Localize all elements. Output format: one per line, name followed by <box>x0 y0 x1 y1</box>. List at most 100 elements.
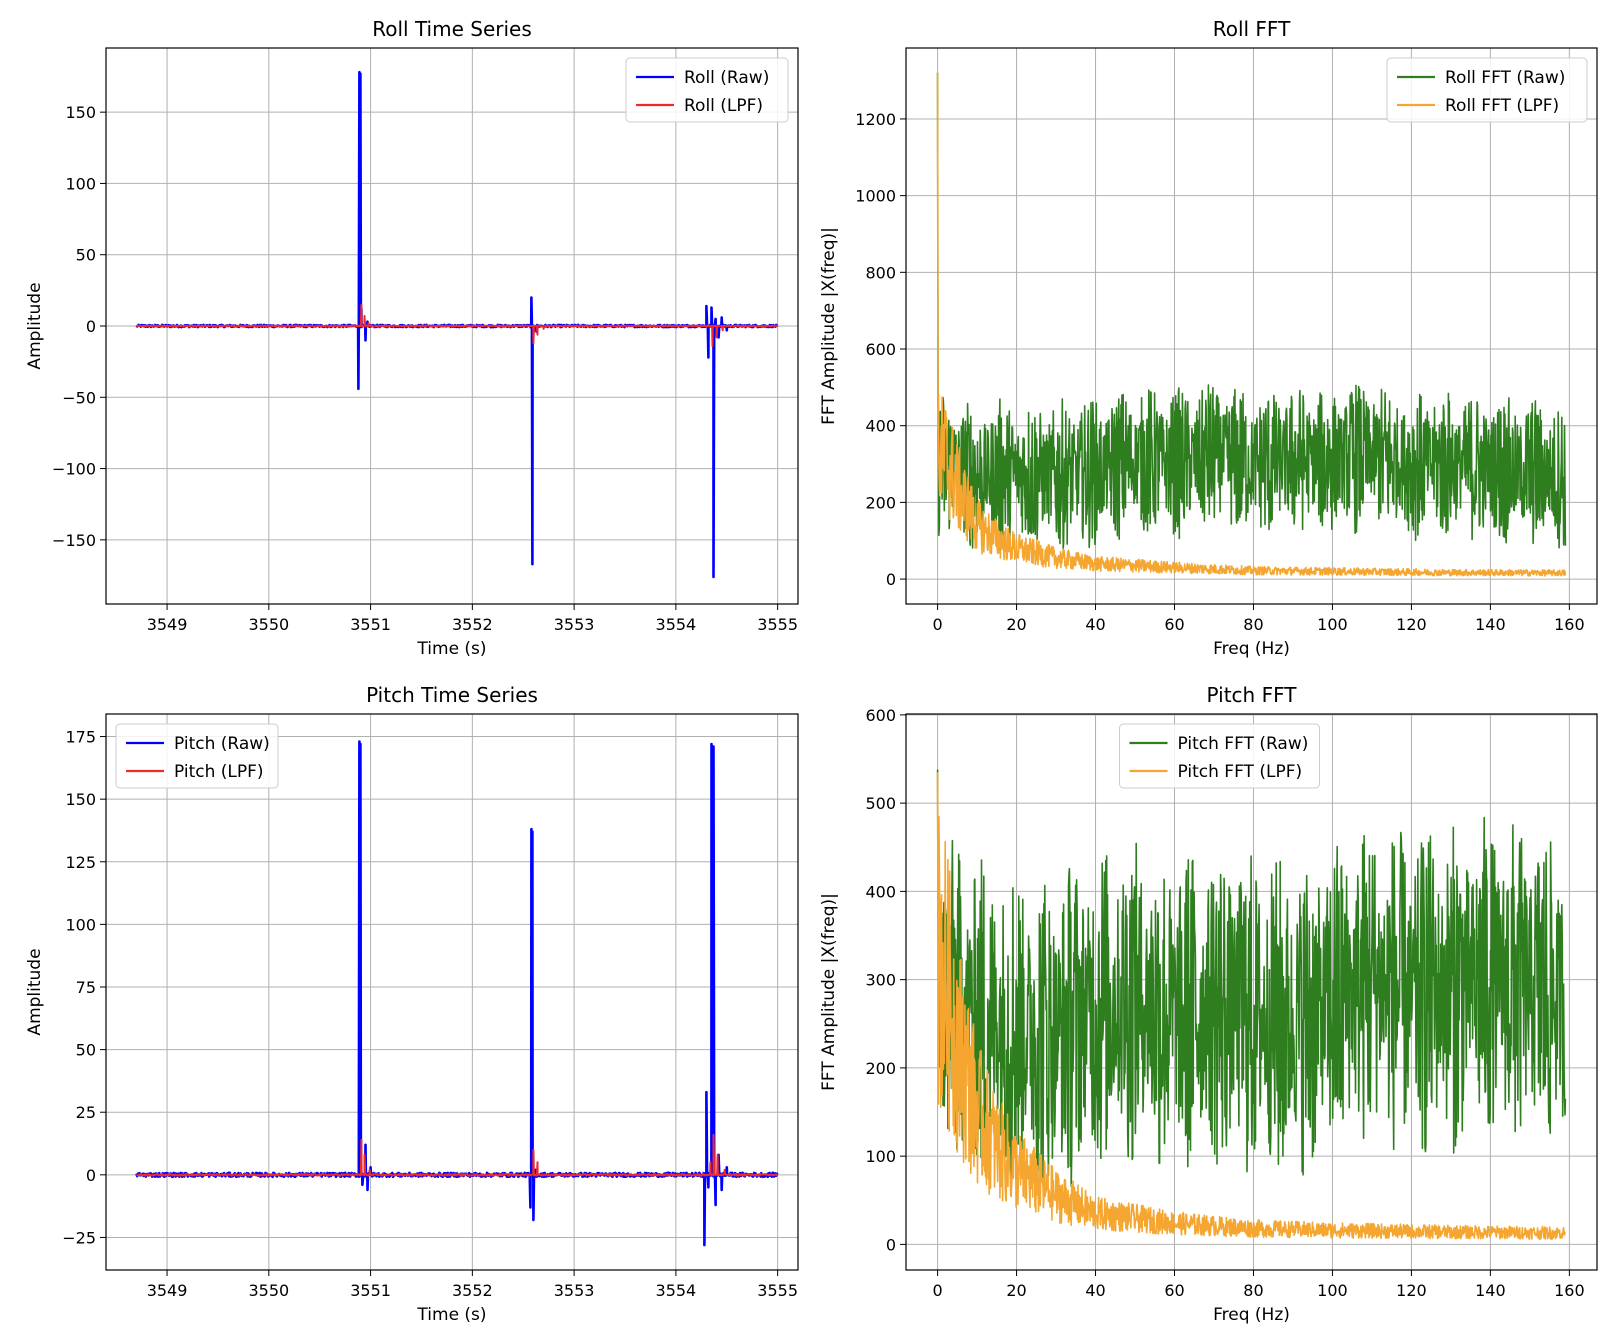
x-tick-label: 3552 <box>452 615 493 634</box>
legend: Roll (Raw) Roll (LPF) <box>625 57 789 123</box>
x-axis-label: Freq (Hz) <box>1213 1305 1290 1325</box>
y-tick-label: 500 <box>865 794 896 813</box>
y-tick-label: 200 <box>865 493 896 512</box>
y-tick-label: 125 <box>65 853 96 872</box>
y-tick-label: 175 <box>65 728 96 747</box>
x-tick-label: 80 <box>1243 1281 1263 1300</box>
x-tick-label: 3551 <box>350 615 391 634</box>
plot-area <box>135 740 779 1247</box>
x-tick-label: 3549 <box>147 1281 188 1300</box>
x-tick-label: 160 <box>1554 1281 1585 1300</box>
y-tick-label: 100 <box>865 1147 896 1166</box>
series-line-2 <box>136 1133 779 1177</box>
legend-label: Pitch FFT (LPF) <box>1178 762 1303 782</box>
y-tick-label: −100 <box>52 460 96 479</box>
chart-title: Pitch FFT <box>1207 683 1298 707</box>
x-tick-label: 80 <box>1243 615 1263 634</box>
y-tick-label: 1000 <box>855 187 896 206</box>
roll-fft-chart: 0 20 40 60 80 100 120 140 160 0 200 400 600 800 1000 12… <box>819 17 1598 659</box>
series-line-2 <box>936 772 1566 1240</box>
y-tick-label: 800 <box>865 263 896 282</box>
legend: Pitch FFT (Raw) Pitch FFT (LPF) <box>1119 723 1320 789</box>
y-tick-label: 75 <box>76 978 96 997</box>
y-tick-label: 0 <box>886 1235 896 1254</box>
y-tick-label: 300 <box>865 971 896 990</box>
x-tick-label: 120 <box>1396 1281 1427 1300</box>
x-tick-label: 0 <box>932 615 942 634</box>
x-tick-label: 40 <box>1085 615 1105 634</box>
y-tick-label: 150 <box>65 790 96 809</box>
y-tick-label: 0 <box>86 317 96 336</box>
legend-label: Pitch (LPF) <box>174 762 264 782</box>
y-tick-label: 600 <box>865 706 896 725</box>
x-tick-label: 60 <box>1164 1281 1184 1300</box>
pitch-fft-chart: 0 20 40 60 80 100 120 140 160 0 100 200 300 400 500 600… <box>819 683 1598 1325</box>
plot-area <box>936 769 1567 1240</box>
plot-area <box>936 72 1567 577</box>
series-line-1 <box>936 72 1567 550</box>
chart-title: Roll Time Series <box>372 17 532 41</box>
legend: Roll FFT (Raw) Roll FFT (LPF) <box>1386 57 1588 123</box>
y-tick-label: 1200 <box>855 110 896 129</box>
y-tick-label: 50 <box>76 246 96 265</box>
legend: Pitch (Raw) Pitch (LPF) <box>115 723 279 789</box>
y-tick-label: 0 <box>886 570 896 589</box>
y-tick-label: 150 <box>65 103 96 122</box>
series-line-1 <box>135 740 779 1247</box>
series-line-1 <box>135 70 779 579</box>
x-tick-label: 3554 <box>656 1281 697 1300</box>
y-tick-label: 600 <box>865 340 896 359</box>
x-tick-label: 100 <box>1317 615 1348 634</box>
legend-box <box>1119 723 1320 789</box>
x-axis-label: Time (s) <box>416 639 486 659</box>
series-line-2 <box>136 303 778 347</box>
x-tick-label: 3553 <box>554 615 595 634</box>
x-tick-label: 140 <box>1475 615 1506 634</box>
y-tick-label: 25 <box>76 1103 96 1122</box>
y-tick-label: −25 <box>62 1228 96 1247</box>
x-tick-label: 160 <box>1554 615 1585 634</box>
y-axis-label: FFT Amplitude |X(freq)| <box>819 893 839 1091</box>
x-tick-label: 0 <box>932 1281 942 1300</box>
y-axis-label: Amplitude <box>25 948 45 1035</box>
legend-label: Pitch FFT (Raw) <box>1178 734 1309 754</box>
y-tick-label: 100 <box>65 915 96 934</box>
legend-label: Roll FFT (LPF) <box>1445 96 1559 116</box>
x-tick-label: 140 <box>1475 1281 1506 1300</box>
y-tick-label: −150 <box>52 531 96 550</box>
legend-label: Roll (LPF) <box>684 96 763 116</box>
x-tick-label: 3553 <box>554 1281 595 1300</box>
legend-label: Pitch (Raw) <box>174 734 270 754</box>
y-tick-label: 400 <box>865 417 896 436</box>
x-axis-label: Freq (Hz) <box>1213 639 1290 659</box>
axes-frame <box>105 713 799 1271</box>
axes-frame <box>905 713 1598 1271</box>
series-line-1 <box>936 769 1567 1188</box>
pitch-time-chart: 3549 3550 3551 3552 3553 3554 3555 −25 0 25 50 75 10… <box>25 683 799 1325</box>
y-axis-label: FFT Amplitude |X(freq)| <box>819 227 839 425</box>
x-tick-label: 20 <box>1006 615 1026 634</box>
x-tick-label: 3552 <box>452 1281 493 1300</box>
y-tick-label: 50 <box>76 1041 96 1060</box>
chart-title: Roll FFT <box>1213 17 1291 41</box>
legend-label: Roll (Raw) <box>684 68 769 88</box>
x-axis-label: Time (s) <box>416 1305 486 1325</box>
legend-label: Roll FFT (Raw) <box>1445 68 1565 88</box>
x-tick-label: 3550 <box>248 615 289 634</box>
roll-time-chart: 3549 3550 3551 3552 3553 3554 3555 −150 −100 −50 0… <box>25 17 799 659</box>
x-tick-label: 60 <box>1164 615 1184 634</box>
x-tick-label: 3551 <box>350 1281 391 1300</box>
x-tick-label: 3555 <box>757 1281 798 1300</box>
x-tick-label: 3550 <box>248 1281 289 1300</box>
x-tick-label: 3549 <box>147 615 188 634</box>
y-axis-label: Amplitude <box>25 282 45 369</box>
y-tick-label: −50 <box>62 388 96 407</box>
x-tick-label: 120 <box>1396 615 1427 634</box>
axes-frame <box>905 47 1598 605</box>
x-tick-label: 100 <box>1317 1281 1348 1300</box>
y-tick-label: 200 <box>865 1059 896 1078</box>
y-tick-label: 0 <box>86 1166 96 1185</box>
x-tick-label: 3555 <box>757 615 798 634</box>
x-tick-label: 40 <box>1085 1281 1105 1300</box>
